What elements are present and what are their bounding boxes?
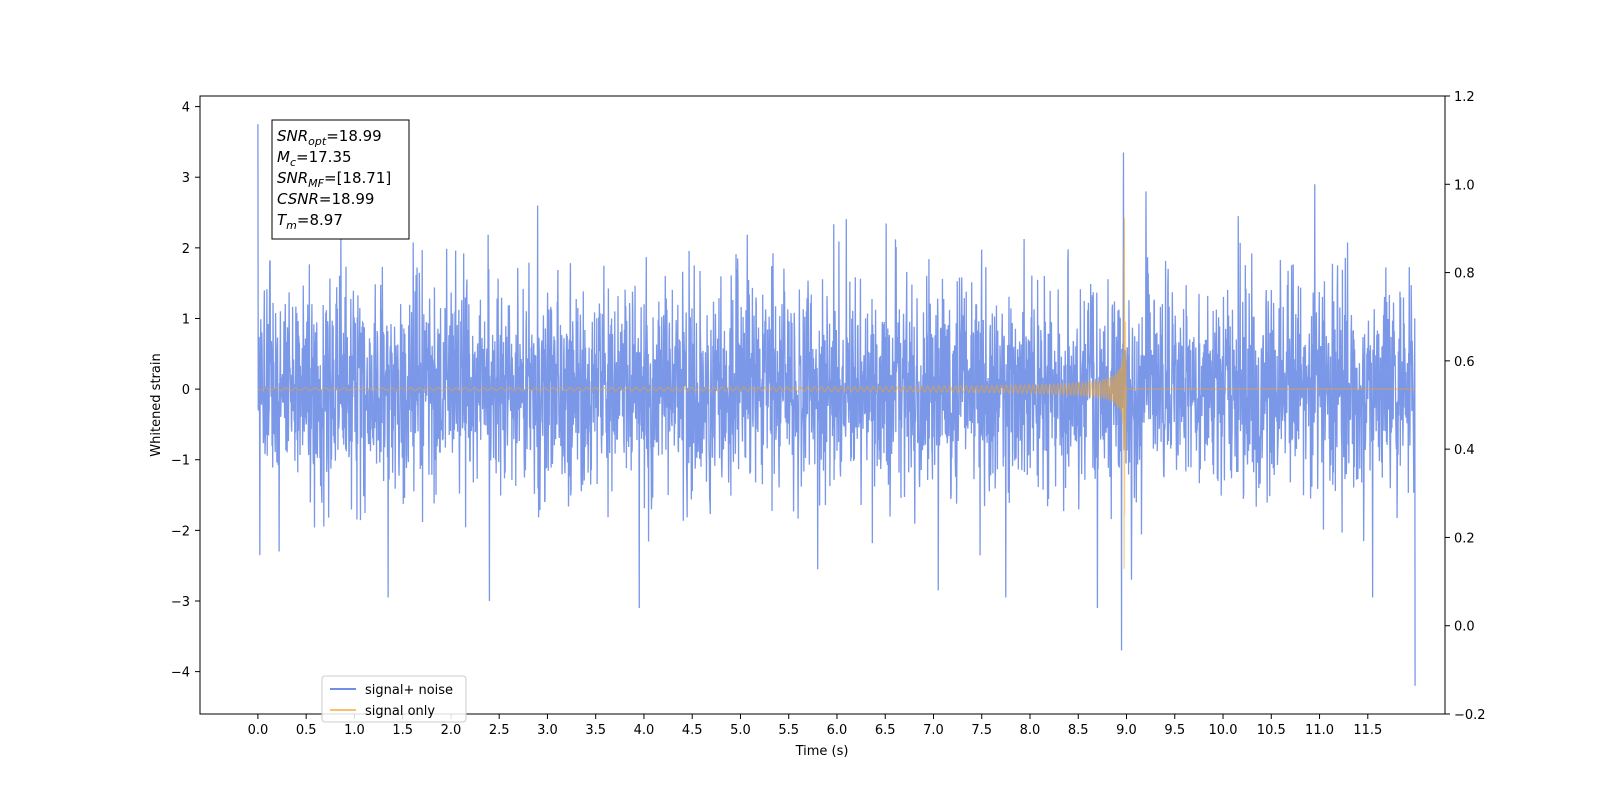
annotation-line: SNRMF=[18.71] xyxy=(277,169,391,190)
y-tick-label: −3 xyxy=(171,595,190,610)
x-tick-label: 0.5 xyxy=(296,723,317,738)
y-right-tick-label: 1.0 xyxy=(1454,178,1475,193)
x-tick-label: 10.5 xyxy=(1257,723,1286,738)
x-tick-label: 7.5 xyxy=(971,723,992,738)
annotation-symbol: SNR xyxy=(277,169,308,187)
annotation-symbol: CSNR xyxy=(277,190,319,208)
y-tick-label: 3 xyxy=(182,171,190,186)
x-tick-label: 11.0 xyxy=(1305,723,1334,738)
x-tick-label: 10.0 xyxy=(1209,723,1238,738)
y-right-tick-label: 0.6 xyxy=(1454,355,1475,370)
series-layer xyxy=(257,124,1416,686)
x-axis-label: Time (s) xyxy=(795,744,849,759)
y-right-tick-label: −0.2 xyxy=(1454,708,1486,723)
x-tick-label: 4.5 xyxy=(682,723,703,738)
annotation-value: =17.35 xyxy=(296,148,352,166)
annotation-value: =8.97 xyxy=(297,211,343,229)
x-tick-label: 9.0 xyxy=(1116,723,1137,738)
plot-frame xyxy=(199,95,1446,715)
legend-frame xyxy=(321,675,467,723)
y-axis-right: −0.2 0.0 0.2 0.4 0.6 0.8 1.0 1.2 xyxy=(1445,90,1486,723)
y-tick-label: −2 xyxy=(171,524,190,539)
series-signal-noise xyxy=(257,124,1416,686)
x-tick-label: 11.5 xyxy=(1353,723,1382,738)
legend: signal+ noise signal only xyxy=(321,675,467,723)
series-signal-only xyxy=(257,217,1416,569)
annotation-subscript: m xyxy=(286,219,297,232)
y-axis-label: Whitened strain xyxy=(149,353,164,456)
annotation-symbol: SNR xyxy=(277,127,308,145)
x-tick-label: 3.5 xyxy=(585,723,606,738)
annotation-box: SNRopt=18.99Mc=17.35SNRMF=[18.71]CSNR=18… xyxy=(271,119,410,240)
x-tick-label: 9.5 xyxy=(1164,723,1185,738)
y-right-tick-label: 0.4 xyxy=(1454,443,1475,458)
y-right-tick-label: 0.8 xyxy=(1454,267,1475,282)
annotation-line: Tm=8.97 xyxy=(277,211,343,232)
annotation-symbol: T xyxy=(277,211,288,229)
y-tick-label: 0 xyxy=(182,383,190,398)
x-tick-label: 2.0 xyxy=(441,723,462,738)
x-tick-label: 6.5 xyxy=(875,723,896,738)
y-tick-label: −1 xyxy=(171,454,190,469)
x-axis: 0.0 0.5 1.0 1.5 2.0 2.5 3.0 3.5 4.0 4.5 5.0 5.5 6.0 6… xyxy=(248,714,1382,738)
annotation-subscript: opt xyxy=(308,135,327,148)
annotation-line: CSNR=18.99 xyxy=(277,190,374,208)
x-tick-label: 2.5 xyxy=(489,723,510,738)
x-tick-label: 8.5 xyxy=(1068,723,1089,738)
legend-label-signal-noise: signal+ noise xyxy=(365,683,453,698)
x-tick-label: 0.0 xyxy=(248,723,269,738)
y-tick-label: −4 xyxy=(171,666,190,681)
annotation-subscript: MF xyxy=(308,177,324,190)
x-tick-label: 3.0 xyxy=(537,723,558,738)
annotation-subscript: c xyxy=(290,156,296,169)
annotation-line: Mc=17.35 xyxy=(277,148,352,169)
x-tick-label: 8.0 xyxy=(1020,723,1041,738)
x-tick-label: 7.0 xyxy=(923,723,944,738)
annotation-value: =18.99 xyxy=(319,190,375,208)
y-tick-label: 4 xyxy=(182,101,190,116)
y-right-tick-label: 1.2 xyxy=(1454,90,1475,105)
y-right-tick-label: 0.2 xyxy=(1454,531,1475,546)
legend-label-signal-only: signal only xyxy=(365,704,435,719)
x-tick-label: 1.5 xyxy=(392,723,413,738)
x-tick-label: 5.5 xyxy=(778,723,799,738)
x-tick-label: 5.0 xyxy=(730,723,751,738)
annotation-frame xyxy=(271,119,410,240)
annotation-line: SNRopt=18.99 xyxy=(277,127,382,148)
annotation-symbol: M xyxy=(277,148,290,166)
y-tick-label: 1 xyxy=(182,312,190,327)
x-tick-label: 4.0 xyxy=(634,723,655,738)
annotation-value: =[18.71] xyxy=(324,169,391,187)
y-tick-label: 2 xyxy=(182,242,190,257)
y-axis-left: −4 −3 −2 −1 0 1 2 3 4 xyxy=(171,101,200,681)
y-right-tick-label: 0.0 xyxy=(1454,620,1475,635)
x-tick-label: 6.0 xyxy=(827,723,848,738)
annotation-value: =18.99 xyxy=(326,127,382,145)
x-tick-label: 1.0 xyxy=(344,723,365,738)
